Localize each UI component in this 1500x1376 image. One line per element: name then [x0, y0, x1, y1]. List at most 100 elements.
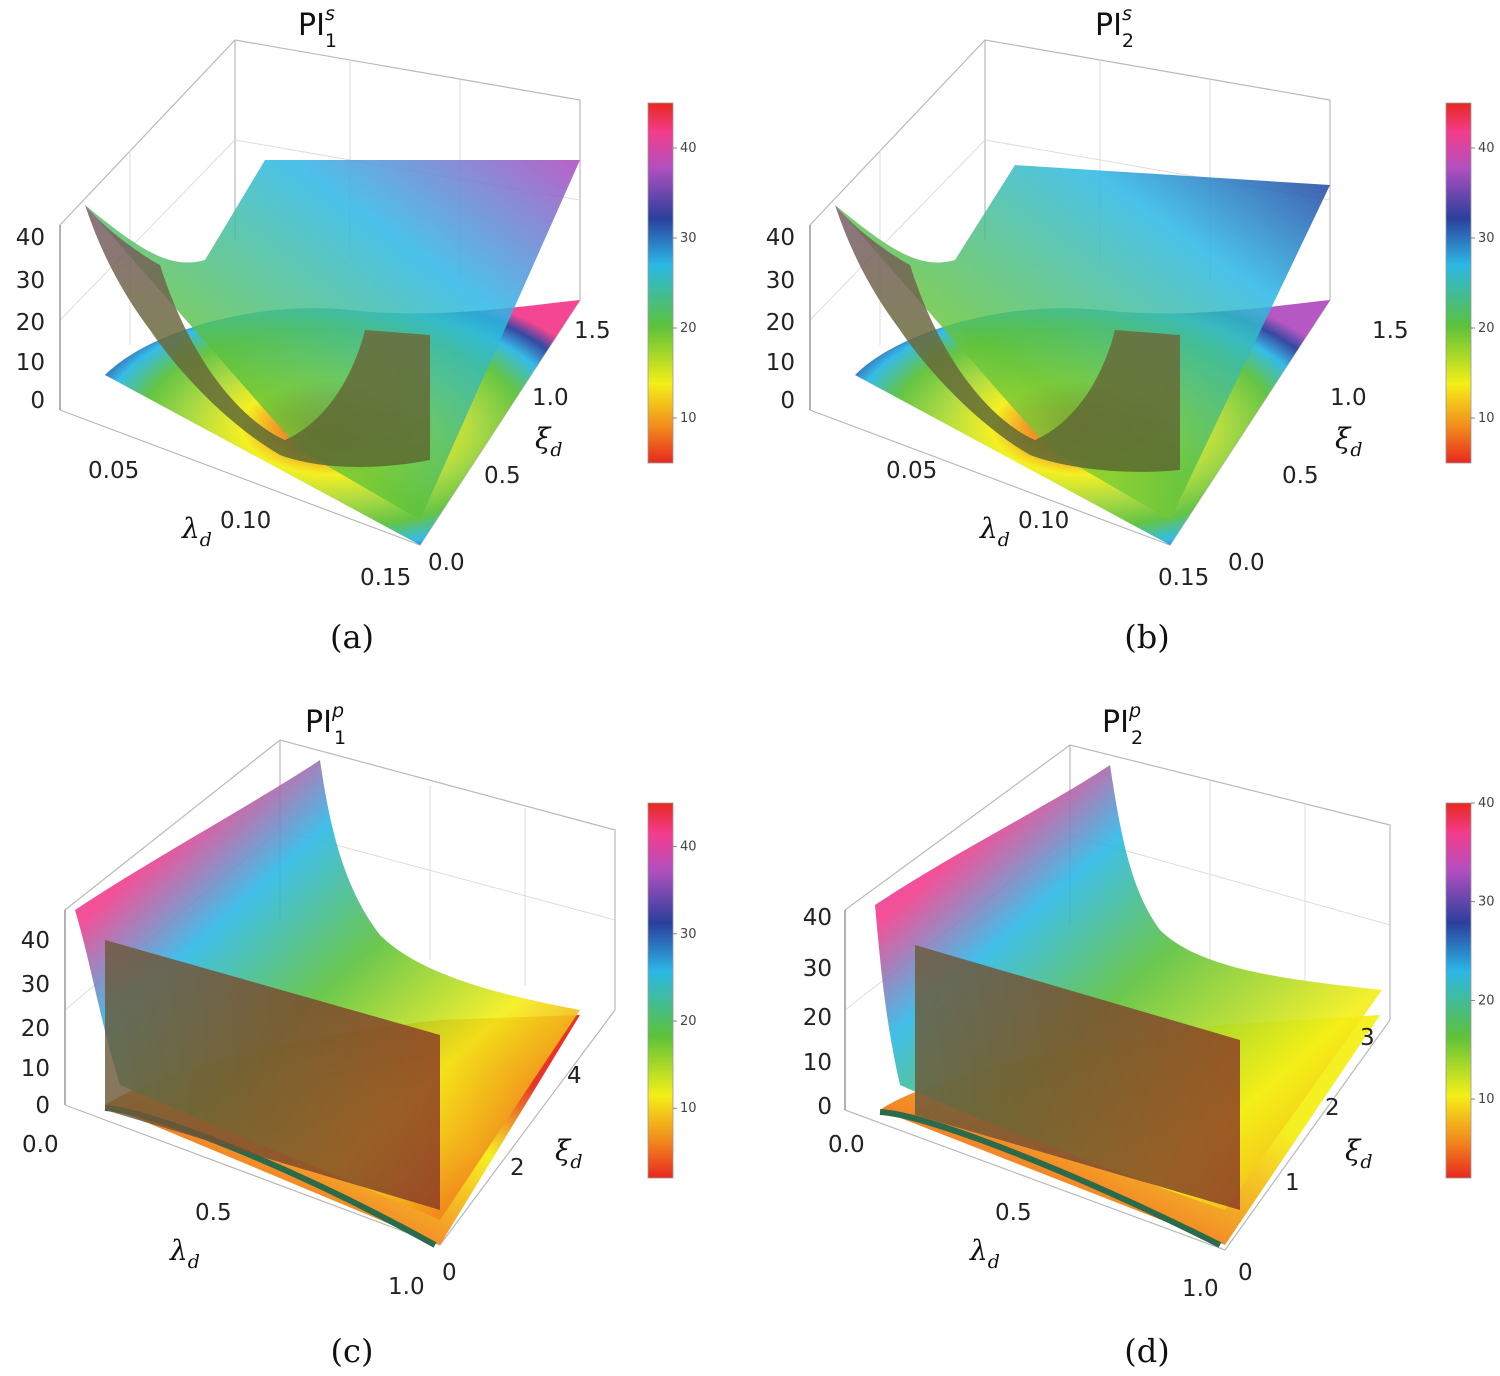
colorbar-tick-label: 10 — [1478, 411, 1495, 426]
y-tick: 0.0 — [1228, 550, 1265, 576]
z-tick: 10 — [16, 350, 45, 376]
x-axis: 0.05 0.10 0.15 λd — [88, 458, 411, 591]
y-tick: 0.5 — [484, 463, 521, 489]
y-tick: 1.0 — [1330, 385, 1367, 411]
z-tick: 20 — [16, 310, 45, 336]
surface-wall — [85, 205, 430, 467]
y-axis: 0.0 0.5 1.0 1.5 ξd — [428, 318, 611, 576]
panel-d: 40 30 20 10 0 0.0 0.5 1.0 λd 0 1 2 3 ξd … — [803, 700, 1495, 1302]
colorbar-tick-label: 20 — [680, 1014, 697, 1029]
z-tick: 30 — [766, 268, 795, 294]
colorbar-tick-label: 30 — [1478, 231, 1495, 246]
z-tick: 20 — [766, 310, 795, 336]
y-axis: 0.0 0.5 1.0 1.5 ξd — [1228, 318, 1409, 576]
y-tick: 0.5 — [1282, 463, 1319, 489]
chart-title: PIs 2 — [1095, 3, 1134, 52]
colorbar-tick-label: 30 — [680, 231, 697, 246]
z-tick: 30 — [803, 956, 832, 982]
panel-a: 40 30 20 10 0 0.05 0.10 0.15 λd 0.0 0.5 … — [16, 3, 697, 591]
panel-c: 40 30 20 10 0 0.0 0.5 1.0 λd 0 2 4 ξd PI… — [21, 700, 697, 1300]
z-tick: 10 — [803, 1050, 832, 1076]
caption-b: (b) — [1124, 618, 1170, 656]
colorbar: 10 20 30 40 — [647, 102, 697, 464]
x-tick: 0.0 — [22, 1132, 59, 1158]
x-tick: 0.15 — [1158, 565, 1209, 591]
x-axis-label: λd — [969, 1234, 1000, 1273]
y-axis: 0 2 4 ξd — [442, 1063, 583, 1286]
x-axis: 0.0 0.5 1.0 λd — [828, 1132, 1219, 1302]
z-axis: 40 30 20 10 0 — [21, 910, 66, 1119]
x-tick: 0.0 — [828, 1132, 865, 1158]
surface-sheet — [85, 160, 580, 520]
colorbar-tick-label: 30 — [1478, 895, 1495, 910]
z-tick: 0 — [30, 388, 45, 414]
y-axis-label: ξd — [1345, 1134, 1373, 1173]
colorbar-tick-label: 40 — [1478, 141, 1495, 156]
chart-title: PIp 2 — [1102, 700, 1143, 749]
panel-b: 40 30 20 10 0 0.05 0.10 0.15 λd 0.0 0.5 … — [766, 3, 1495, 591]
x-tick: 0.05 — [886, 458, 937, 484]
x-tick: 1.0 — [1182, 1276, 1219, 1302]
surface-wall — [915, 945, 1240, 1210]
z-tick: 10 — [766, 350, 795, 376]
z-tick: 30 — [16, 268, 45, 294]
caption-d: (d) — [1124, 1332, 1170, 1370]
colorbar-tick-label: 10 — [680, 411, 697, 426]
surface-wall — [105, 940, 440, 1210]
z-tick: 40 — [766, 225, 795, 251]
x-tick: 0.10 — [1018, 508, 1069, 534]
x-tick: 0.15 — [360, 565, 411, 591]
y-tick: 1.0 — [532, 385, 569, 411]
colorbar-tick-label: 20 — [680, 321, 697, 336]
x-tick: 0.10 — [220, 508, 271, 534]
chart-title: PIp 1 — [305, 700, 346, 749]
x-axis-label: λd — [181, 512, 212, 551]
y-tick: 2 — [510, 1155, 525, 1181]
y-axis-label: ξd — [535, 422, 563, 461]
x-tick: 0.5 — [995, 1200, 1032, 1226]
z-tick: 10 — [21, 1056, 50, 1082]
x-axis: 0.0 0.5 1.0 λd — [22, 1132, 425, 1300]
x-tick: 0.05 — [88, 458, 139, 484]
chart-title: PIs 1 — [298, 3, 337, 52]
colorbar-tick-label: 20 — [1478, 321, 1495, 336]
y-axis: 0 1 2 3 ξd — [1238, 1025, 1375, 1286]
y-axis-label: ξd — [1335, 422, 1363, 461]
y-tick: 2 — [1325, 1095, 1340, 1121]
z-tick: 30 — [21, 972, 50, 998]
caption-a: (a) — [329, 618, 375, 656]
floor-edge — [879, 1109, 1222, 1248]
y-tick: 4 — [567, 1063, 582, 1089]
z-tick: 0 — [35, 1093, 50, 1119]
z-tick: 20 — [803, 1005, 832, 1031]
colorbar: 10 20 30 40 — [647, 802, 697, 1179]
caption-c: (c) — [330, 1332, 374, 1370]
colorbar-tick-label: 40 — [1478, 796, 1495, 811]
y-tick: 1.5 — [1372, 318, 1409, 344]
y-tick: 0 — [1238, 1260, 1253, 1286]
colorbar-tick-label: 10 — [680, 1101, 697, 1116]
x-tick: 1.0 — [388, 1274, 425, 1300]
z-tick: 40 — [803, 905, 832, 931]
z-tick: 40 — [16, 225, 45, 251]
y-tick: 0.0 — [428, 550, 465, 576]
colorbar-tick-label: 40 — [680, 141, 697, 156]
x-axis-label: λd — [979, 512, 1010, 551]
z-axis: 40 30 20 10 0 — [16, 225, 61, 414]
surface-sheet — [835, 165, 1330, 520]
z-tick: 0 — [817, 1094, 832, 1120]
y-tick: 1.5 — [574, 318, 611, 344]
colorbar-tick-label: 10 — [1478, 1092, 1495, 1107]
x-axis: 0.05 0.10 0.15 λd — [886, 458, 1209, 591]
z-tick: 0 — [780, 388, 795, 414]
y-tick: 1 — [1285, 1170, 1300, 1196]
colorbar: 10 20 30 40 — [1445, 102, 1495, 464]
x-tick: 0.5 — [195, 1200, 232, 1226]
z-axis: 40 30 20 10 0 — [803, 905, 846, 1120]
z-tick: 20 — [21, 1016, 50, 1042]
colorbar-tick-label: 30 — [680, 927, 697, 942]
z-axis: 40 30 20 10 0 — [766, 225, 811, 414]
colorbar: 10 20 30 40 — [1445, 796, 1495, 1179]
y-axis-label: ξd — [555, 1134, 583, 1173]
surface-wall — [835, 205, 1180, 472]
